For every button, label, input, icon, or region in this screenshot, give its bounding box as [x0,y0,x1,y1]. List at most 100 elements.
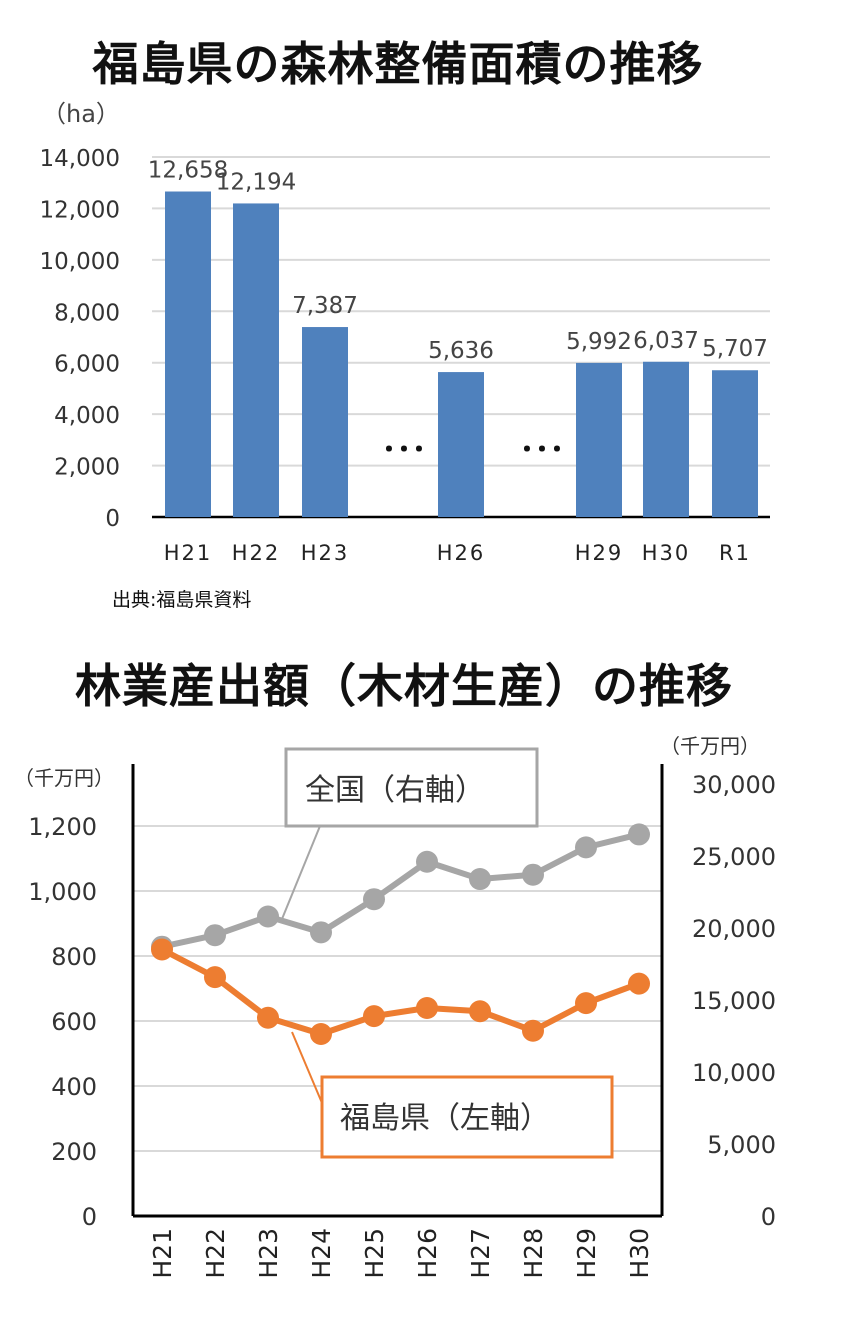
series-point [469,1000,491,1023]
line-right-y-tick-label: 25,000 [692,843,776,871]
series-label-fukushima: 福島県（左軸） [340,1101,550,1136]
line-x-tick-label: H26 [413,1228,442,1279]
bar-y-tick-label: 14,000 [40,146,120,172]
line-x-tick-label: H27 [466,1228,495,1279]
series-point [363,1005,385,1028]
line-left-y-tick-label: 1,000 [28,878,97,906]
callout-leader-line [291,1031,323,1104]
series-line [161,831,640,950]
series-point [575,836,597,859]
series-point [204,966,226,989]
bar-chart-bars [165,191,758,517]
line-chart-left-y-label: （千万円） [14,766,114,790]
bar-value-label: 12,658 [148,158,228,184]
line-chart-right-y-label: （千万円） [660,734,760,758]
bar-value-label: 5,636 [428,338,494,364]
line-right-y-tick-label: 15,000 [692,987,776,1015]
bar-x-tick-label: H30 [642,541,691,565]
line-x-tick-label: H24 [307,1228,336,1279]
bar-gap-marker: ･･･ [382,433,427,468]
bar-value-label: 6,037 [633,328,699,354]
line-chart-right-y-ticks: 0 5,000 10,000 15,000 20,000 25,000 30,000 [692,771,776,1231]
bar [712,370,758,517]
line-x-tick-label: H23 [254,1228,283,1279]
bar [643,361,689,517]
line-right-y-tick-label: 5,000 [707,1131,776,1159]
line-left-y-tick-label: 800 [51,943,97,971]
bar [233,203,279,517]
line-right-y-tick-label: 10,000 [692,1059,776,1087]
bar-y-tick-label: 10,000 [40,249,120,275]
series-national [151,823,650,958]
series-line [160,946,641,1037]
line-right-y-tick-label: 0 [761,1203,776,1231]
line-x-tick-label: H30 [625,1228,654,1279]
bar-chart-gap-markers: ･･･ ･･･ [382,433,565,468]
bar-x-tick-label: H26 [437,541,486,565]
series-point [522,1019,544,1042]
bar-y-tick-label: 8,000 [54,300,120,326]
bar-y-tick-label: 0 [105,506,120,532]
series-point [151,938,173,961]
bar-x-tick-label: H23 [301,541,350,565]
line-x-tick-label: H28 [519,1228,548,1279]
line-right-y-tick-label: 20,000 [692,915,776,943]
bar-value-label: 7,387 [292,293,358,319]
bar-chart-forest-area: 02,0004,0006,0008,00010,00012,00014,000 … [40,100,770,565]
bar [438,372,484,517]
callout-leader-line [281,825,321,920]
series-point [628,823,650,846]
series-point [204,924,226,947]
bar-gap-marker: ･･･ [520,433,565,468]
series-fukushima [151,938,650,1045]
callout-box-national [284,747,539,828]
series-point [310,921,332,944]
line-x-tick-label: H21 [148,1228,177,1279]
bar-chart-y-axis-label: （ha） [42,100,120,128]
line-chart-axes [131,764,664,1218]
bar-value-label: 5,707 [702,336,768,362]
line-x-tick-label: H25 [360,1228,389,1279]
bar-y-tick-label: 2,000 [54,455,120,481]
line-chart-x-ticks: H21 H22 H23 H24 H25 H26 H27 H28 H29 H30 [148,1228,654,1279]
line-left-y-tick-label: 400 [51,1073,97,1101]
line-left-y-tick-label: 600 [51,1008,97,1036]
series-point [363,888,385,911]
series-point [257,905,279,928]
bar-x-tick-label: H21 [164,541,213,565]
bar-y-tick-label: 12,000 [40,197,120,223]
bar [576,362,622,517]
line-x-tick-label: H22 [201,1228,230,1279]
line-chart-series [151,823,650,1045]
series-point [575,992,597,1015]
bar [302,327,348,517]
line-right-y-tick-label: 30,000 [692,771,776,799]
bar-chart-x-ticks: H21 H22 H23 H26 H29 H30 R1 [164,541,751,565]
series-point [310,1023,332,1045]
line-chart-callouts: 全国（右軸） 福島県（左軸） [281,747,614,1159]
series-point [257,1006,279,1029]
series-point [416,850,438,873]
bar-y-tick-label: 4,000 [54,403,120,429]
line-left-y-tick-label: 200 [51,1138,97,1166]
line-left-y-tick-label: 1,200 [28,813,97,841]
line-chart-left-y-ticks: 0 200 400 600 800 1,000 1,200 [28,813,97,1231]
line-chart-forestry-output: 0 200 400 600 800 1,000 1,200 0 5,000 10,000 15,0… [14,734,776,1279]
series-point [628,972,650,995]
series-point [522,863,544,886]
chart-title-forestry-output: 林業産出額（木材生産）の推移 [75,659,733,713]
bar-value-label: 12,194 [216,169,296,195]
chart-title-forest-area: 福島県の森林整備面積の推移 [92,37,704,91]
bar-x-tick-label: R1 [719,541,751,565]
bar-x-tick-label: H29 [575,541,624,565]
line-left-y-tick-label: 0 [82,1203,97,1231]
line-x-tick-label: H29 [572,1228,601,1279]
series-point [416,997,438,1019]
bar-x-tick-label: H22 [232,541,281,565]
bar-y-tick-label: 6,000 [54,352,120,378]
series-point [469,868,491,891]
bar [165,191,211,517]
bar-value-label: 5,992 [566,329,632,355]
callout-box-fukushima [320,1075,614,1159]
